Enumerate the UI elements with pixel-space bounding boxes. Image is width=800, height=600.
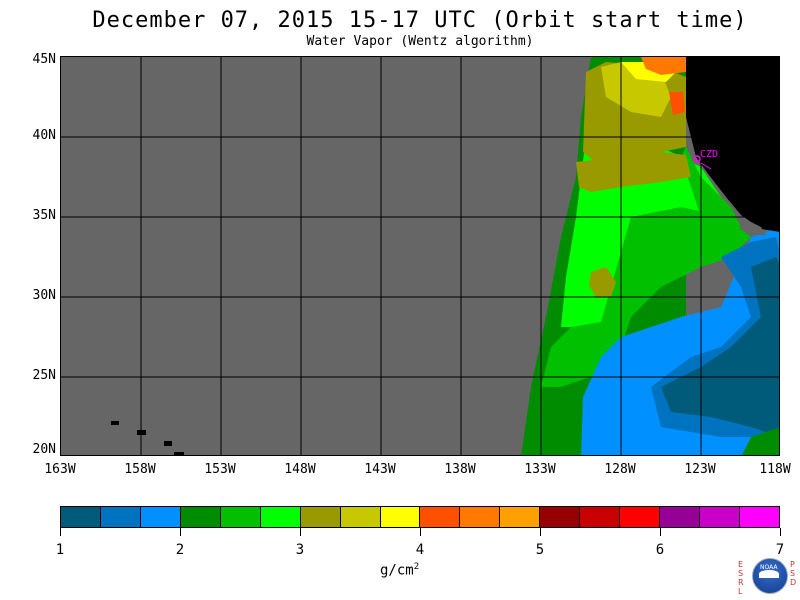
lon-label-148w: 148W [284,462,316,477]
noaa-bird-icon [759,570,779,578]
colorbar-tick-label: 7 [775,542,785,558]
hawaii-island-3 [164,441,172,446]
noaa-esrl-psd-logo: E S R L NOAA P S D [738,556,798,600]
colorbar-tick [299,528,301,536]
colorbar-swatch [220,507,261,527]
swath-orange [641,57,686,75]
lon-label-153w: 153W [204,462,236,477]
logo-left-letters: E S R L [738,560,744,596]
swath-olive-spot [589,267,616,297]
colorbar-tick-label: 5 [535,542,545,558]
colorbar-swatch [500,507,541,527]
colorbar-swatch [100,507,141,527]
colorbar-swatch [580,507,621,527]
lat-label-25n: 25N [32,368,56,383]
lon-label-128w: 128W [604,462,636,477]
station-marker [693,155,701,163]
lon-label-133w: 133W [524,462,556,477]
lon-label-163w: 163W [44,462,76,477]
lon-label-143w: 143W [364,462,396,477]
colorbar-swatch [700,507,740,527]
colorbar [60,506,780,528]
hawaii-island-1 [111,421,119,425]
hawaii-island-4 [174,452,184,455]
colorbar-tick [419,528,421,536]
station-label: CZD [700,149,718,160]
colorbar-tick [59,528,61,536]
colorbar-tick-label: 4 [415,542,425,558]
lat-label-20n: 20N [32,442,56,457]
swath-east-green [681,147,741,232]
colorbar-swatch [61,507,101,527]
logo-name: NOAA [760,564,778,571]
lon-label-158w: 158W [124,462,156,477]
swath-dark-blue [661,257,779,437]
lat-label-30n: 30N [32,288,56,303]
colorbar-units: g/cm2 [380,562,419,579]
colorbar-swatch [420,507,461,527]
graticule [61,57,779,455]
colorbar-tick [779,528,781,536]
colorbar-tick [539,528,541,536]
colorbar-swatch [260,507,301,527]
colorbar-swatch [739,507,779,527]
lat-label-40n: 40N [32,128,56,143]
colorbar-swatch [540,507,581,527]
colorbar-swatch [140,507,181,527]
lat-label-45n: 45N [32,52,56,67]
colorbar-swatch [620,507,661,527]
land-mass [686,57,779,232]
colorbar-tick [659,528,661,536]
water-vapor-map: CZD [60,56,780,456]
station-marker-tail [700,162,712,170]
map-title: December 07, 2015 15-17 UTC (Orbit start… [92,8,748,33]
colorbar-swatch [380,507,421,527]
colorbar-swatch [340,507,381,527]
colorbar-tick [179,528,181,536]
lon-label-123w: 123W [684,462,716,477]
lat-label-35n: 35N [32,208,56,223]
colorbar-swatch [300,507,341,527]
map-subtitle: Water Vapor (Wentz algorithm) [306,34,534,49]
map-canvas: CZD [61,57,779,455]
colorbar-swatch [660,507,700,527]
coast-gray [741,217,766,235]
swath-orange-coast [669,92,685,115]
logo-right-letters: P S D [790,560,797,587]
colorbar-swatch [460,507,501,527]
swath-olive-band [576,152,691,192]
colorbar-tick-label: 2 [175,542,185,558]
lon-label-118w: 118W [759,462,791,477]
units-superscript: 2 [413,562,420,572]
colorbar-swatch [180,507,221,527]
swath-green-corner [742,427,779,455]
colorbar-tick-label: 1 [55,542,65,558]
lon-label-138w: 138W [444,462,476,477]
colorbar-tick-label: 3 [295,542,305,558]
colorbar-tick-label: 6 [655,542,665,558]
units-text: g/cm [380,562,414,579]
